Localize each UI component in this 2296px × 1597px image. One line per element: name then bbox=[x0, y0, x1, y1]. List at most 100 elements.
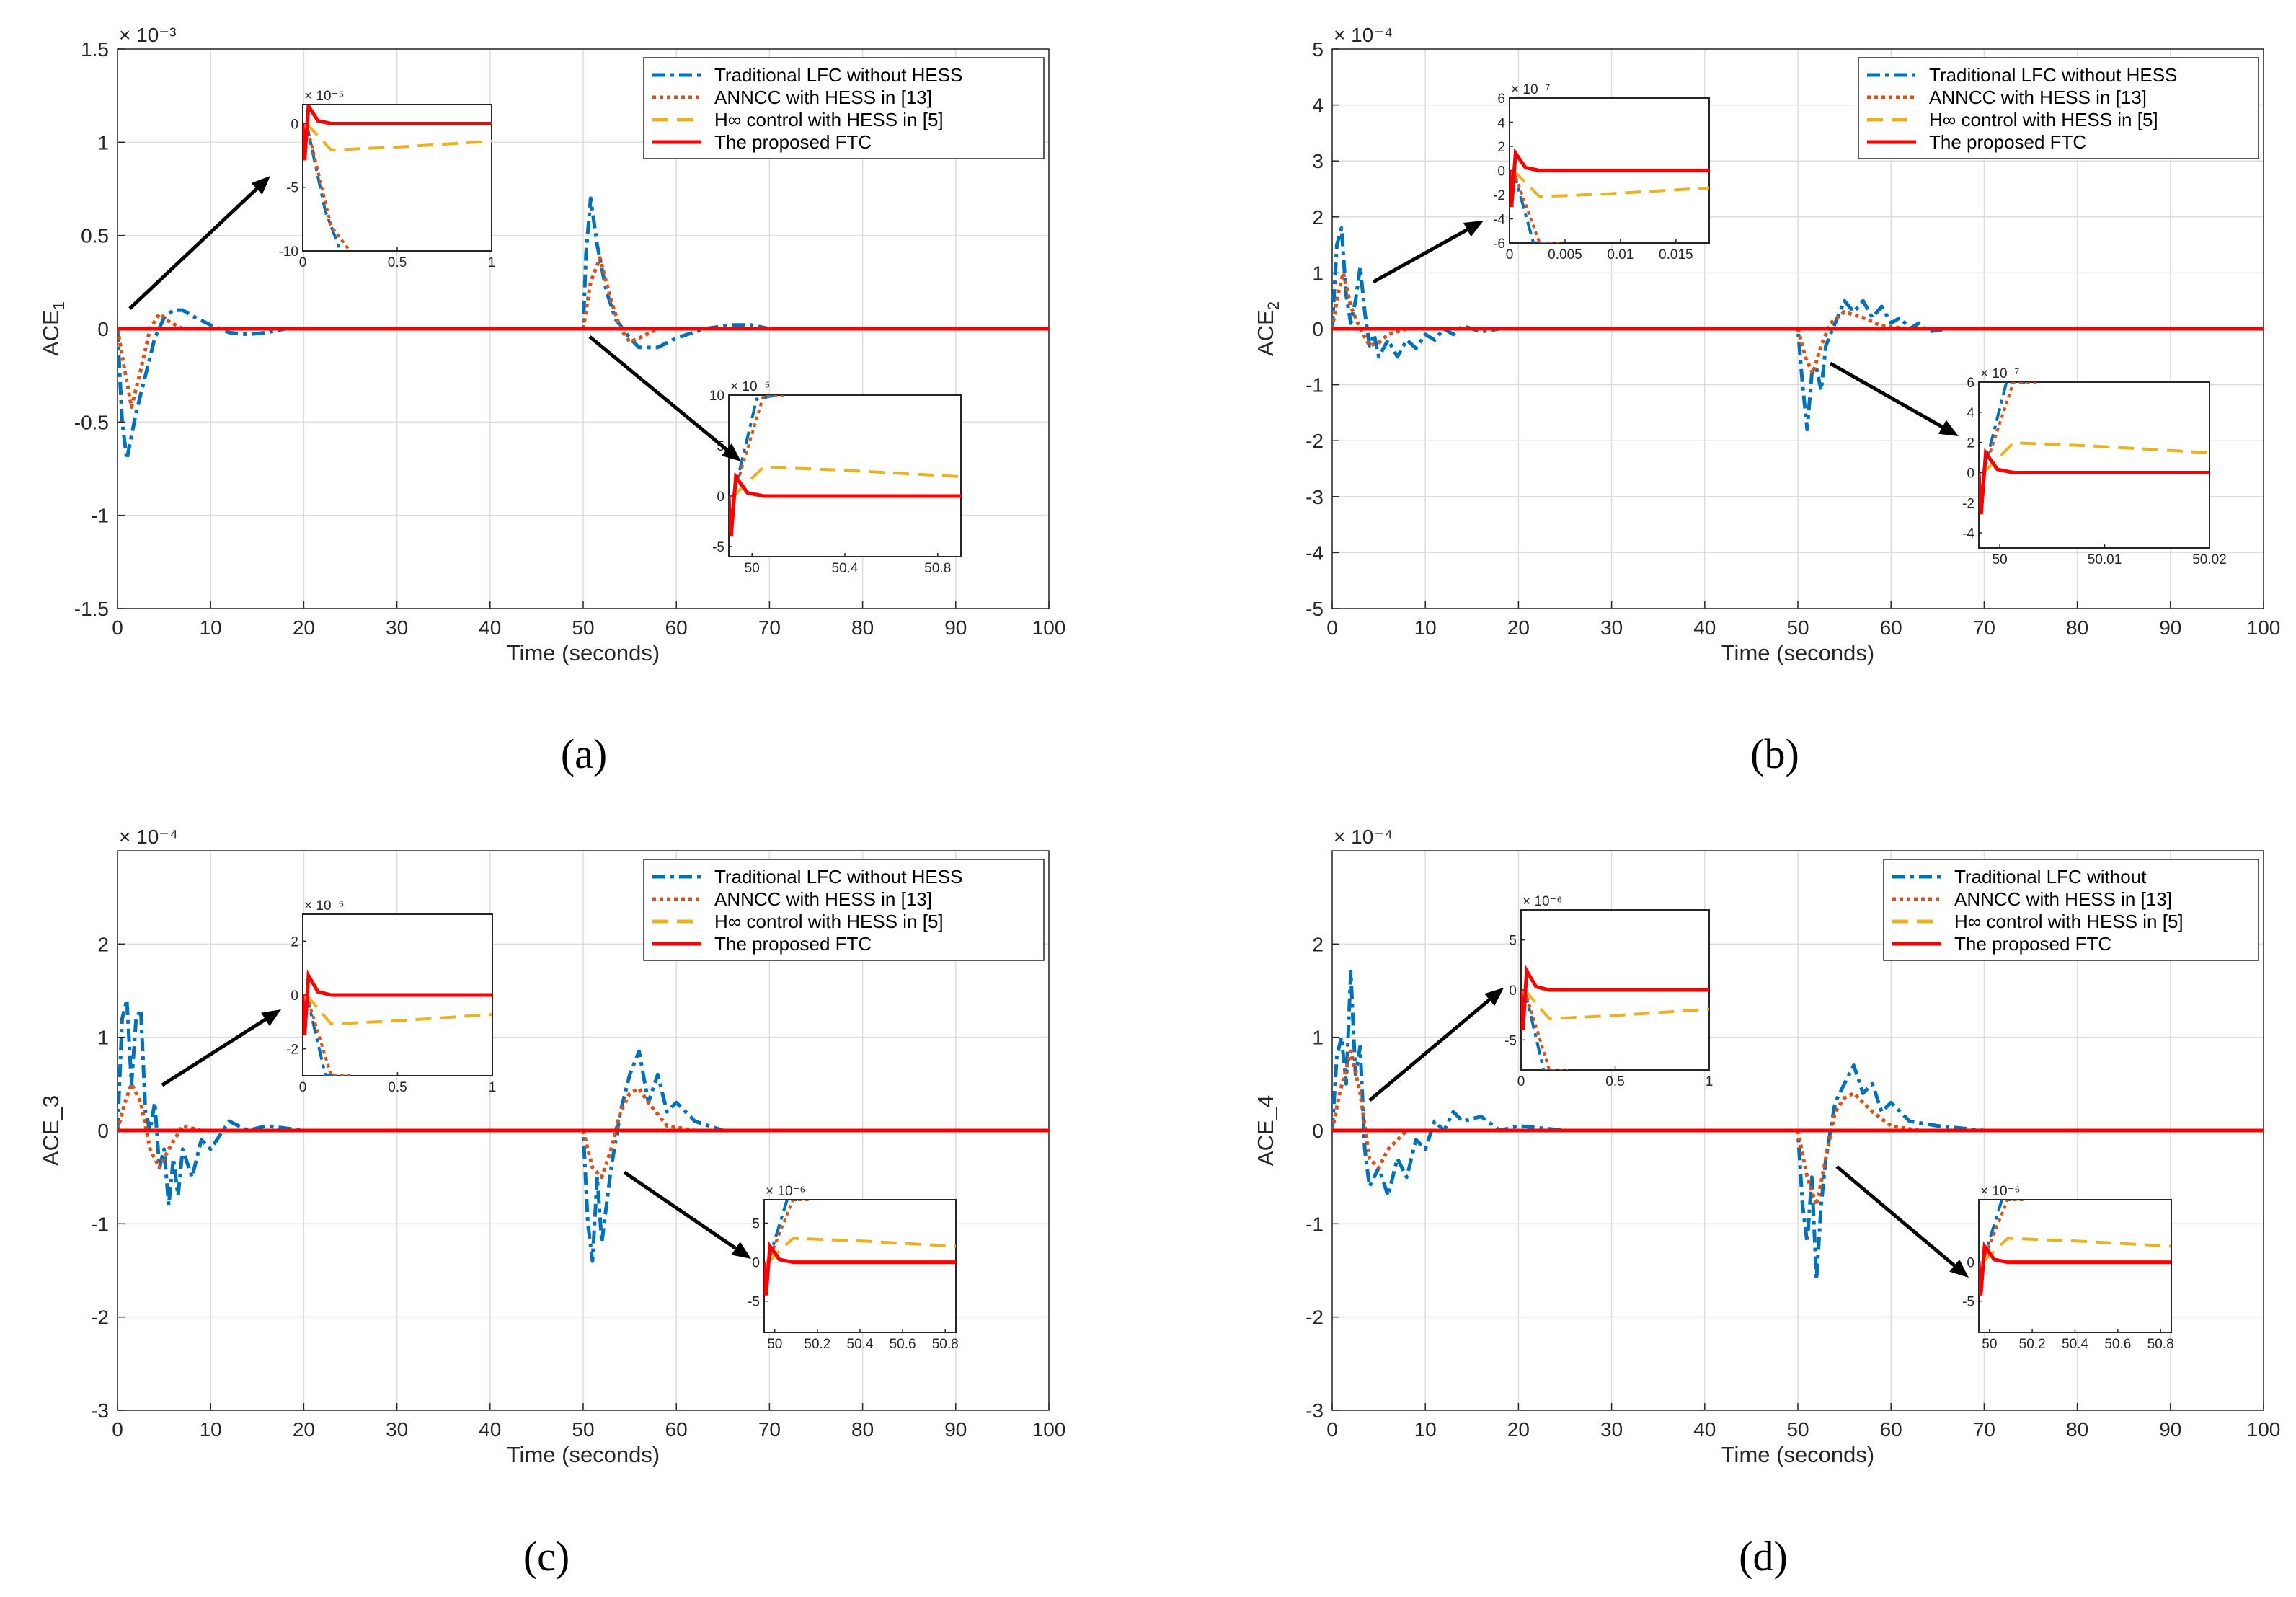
main-x-tick-label: 50 bbox=[572, 616, 594, 639]
main-y-tick-label: -1 bbox=[1306, 374, 1324, 397]
inset-x-tick-label: 50.6 bbox=[2104, 1337, 2131, 1352]
main-y-tick-label: 1 bbox=[1312, 262, 1324, 284]
main-y-tick-label: 2 bbox=[97, 933, 109, 955]
inset-y-tick-label: 0 bbox=[1967, 1256, 1974, 1271]
legend-label: H∞ control with HESS in [5] bbox=[1954, 911, 2184, 932]
inset-series-group bbox=[1510, 148, 1709, 243]
main-x-tick-label: 90 bbox=[944, 1418, 967, 1441]
inset-series-line bbox=[303, 969, 492, 1036]
main-y-tick-label: 1 bbox=[97, 1027, 109, 1049]
legend-label: Traditional LFC without HESS bbox=[714, 64, 962, 86]
inset-top: 0 0.5 1 -2 0 2 × 10⁻⁵ bbox=[286, 898, 496, 1095]
main-x-tick-label: 80 bbox=[851, 1418, 874, 1441]
inset-x-tick-label: 50.4 bbox=[832, 561, 859, 576]
inset-y-tick-label: 0 bbox=[291, 117, 298, 132]
main-y-tick-label: -3 bbox=[1306, 486, 1324, 508]
main-x-tick-label: 40 bbox=[479, 616, 501, 639]
inset-series-group bbox=[303, 969, 492, 1076]
inset-x-tick-label: 0 bbox=[299, 255, 307, 270]
inset-series-line bbox=[1510, 148, 1709, 207]
inset-x-tick-label: 0.5 bbox=[388, 1080, 407, 1095]
main-x-tick-label: 90 bbox=[2159, 616, 2181, 639]
chart-panel-b: 0 10 20 30 40 50 60 70 80 90 100-5-4-3-2-1012345× … bbox=[1253, 24, 2280, 777]
legend-label: The proposed FTC bbox=[1929, 131, 2086, 153]
main-y-tick-label: -1.5 bbox=[74, 598, 109, 620]
inset-axes-box bbox=[1978, 381, 2210, 549]
inset-y-tick-label: 5 bbox=[752, 1216, 760, 1231]
y-axis-label: ACE_4 bbox=[1253, 1095, 1278, 1166]
main-x-tick-label: 60 bbox=[665, 616, 688, 639]
series-line-annncc bbox=[1332, 1049, 2264, 1170]
inset-series-group bbox=[303, 105, 492, 251]
main-x-tick-label: 100 bbox=[1032, 1418, 1066, 1441]
main-y-tick-label: -1 bbox=[91, 505, 109, 527]
inset-series-line bbox=[1979, 1241, 2171, 1296]
main-y-tick-label: 0.5 bbox=[81, 225, 109, 247]
panel-caption: (c) bbox=[523, 1533, 569, 1580]
series-group bbox=[118, 998, 1049, 1263]
legend-box bbox=[643, 859, 1045, 961]
inset-y-tick-label: 0 bbox=[717, 490, 724, 505]
series-line-traditional bbox=[118, 998, 1049, 1263]
inset-x-tick-label: 50.8 bbox=[932, 1337, 959, 1352]
main-y-tick-label: -2 bbox=[91, 1306, 109, 1329]
inset-x-tick-label: 50.2 bbox=[804, 1337, 830, 1352]
main-x-tick-label: 60 bbox=[665, 1418, 688, 1441]
inset-y-tick-label: 2 bbox=[1967, 436, 1974, 451]
inset-series-group bbox=[1979, 382, 2209, 515]
inset-axes-box bbox=[302, 104, 492, 252]
inset-plot-area bbox=[303, 105, 492, 251]
series-line-annncc bbox=[1796, 1091, 2264, 1207]
inset-x-tick-label: 50.4 bbox=[847, 1337, 874, 1352]
legend-label: The proposed FTC bbox=[1954, 933, 2111, 955]
inset-x-tick-label: 50 bbox=[1982, 1337, 1997, 1352]
legend-label: The proposed FTC bbox=[714, 131, 872, 153]
zoom-arrow-head bbox=[1949, 1259, 1969, 1278]
legend-label: ANNCC with HESS in [13] bbox=[714, 87, 932, 108]
inset-y-tick-label: -2 bbox=[1493, 188, 1505, 203]
inset-plot-area bbox=[1979, 1200, 2171, 1332]
inset-y-tick-label: 5 bbox=[1509, 934, 1517, 949]
inset-exponent-label: × 10⁻⁵ bbox=[304, 89, 344, 104]
inset-bottom: 50 50.01 50.02 -4 -2 0 2 4 6 × 10⁻⁷ bbox=[1962, 366, 2227, 567]
inset-series-line bbox=[1523, 989, 1559, 1070]
main-exponent-label: × 10⁻⁴ bbox=[1334, 826, 1393, 848]
inset-exponent-label: × 10⁻⁶ bbox=[1980, 1184, 2020, 1199]
zoom-arrow-head bbox=[1484, 988, 1504, 1007]
inset-series-line bbox=[1982, 382, 2036, 474]
y-axis-label-main: ACE bbox=[38, 310, 63, 356]
inset-series-line bbox=[766, 1237, 956, 1264]
main-x-tick-label: 0 bbox=[112, 616, 123, 639]
inset-exponent-label: × 10⁻⁵ bbox=[304, 898, 344, 913]
inset-y-tick-label: 6 bbox=[1497, 92, 1505, 107]
main-x-tick-label: 80 bbox=[2066, 616, 2088, 639]
main-y-tick-label: -4 bbox=[1306, 541, 1324, 564]
inset-series-line bbox=[1982, 382, 2025, 473]
main-x-tick-label: 30 bbox=[386, 1418, 408, 1441]
y-axis-label-main: ACE_4 bbox=[1253, 1095, 1278, 1166]
inset-series-line bbox=[1981, 1200, 2027, 1263]
legend-label: H∞ control with HESS in [5] bbox=[1929, 109, 2158, 130]
inset-y-tick-label: 2 bbox=[291, 934, 298, 950]
legend-label: H∞ control with HESS in [5] bbox=[714, 109, 944, 130]
main-y-tick-label: -5 bbox=[1306, 598, 1324, 620]
main-x-tick-label: 70 bbox=[758, 1418, 781, 1441]
main-y-tick-label: 0 bbox=[1312, 318, 1324, 340]
y-axis-label: ACE2 bbox=[1253, 301, 1282, 356]
main-y-tick-label: 2 bbox=[1312, 933, 1324, 955]
main-y-tick-label: 5 bbox=[1312, 38, 1324, 61]
legend-box bbox=[1883, 859, 2259, 961]
series-line-annncc bbox=[581, 1087, 1049, 1180]
inset-x-tick-label: 50 bbox=[767, 1337, 782, 1352]
inset-top: 0 0.5 1 -10 -5 0 × 10⁻⁵ bbox=[279, 89, 496, 270]
main-x-tick-label: 0 bbox=[1326, 1418, 1338, 1441]
inset-x-tick-label: 0 bbox=[1506, 247, 1514, 262]
main-x-tick-label: 80 bbox=[851, 616, 874, 639]
main-exponent-label: × 10⁻⁴ bbox=[119, 826, 178, 848]
inset-y-tick-label: 0 bbox=[291, 988, 298, 1004]
main-x-tick-label: 20 bbox=[1507, 616, 1530, 639]
inset-series-group bbox=[729, 395, 961, 537]
x-axis-label: Time (seconds) bbox=[1721, 1442, 1874, 1467]
inset-x-tick-label: 0 bbox=[1517, 1074, 1525, 1089]
main-x-tick-label: 20 bbox=[1507, 1418, 1530, 1441]
